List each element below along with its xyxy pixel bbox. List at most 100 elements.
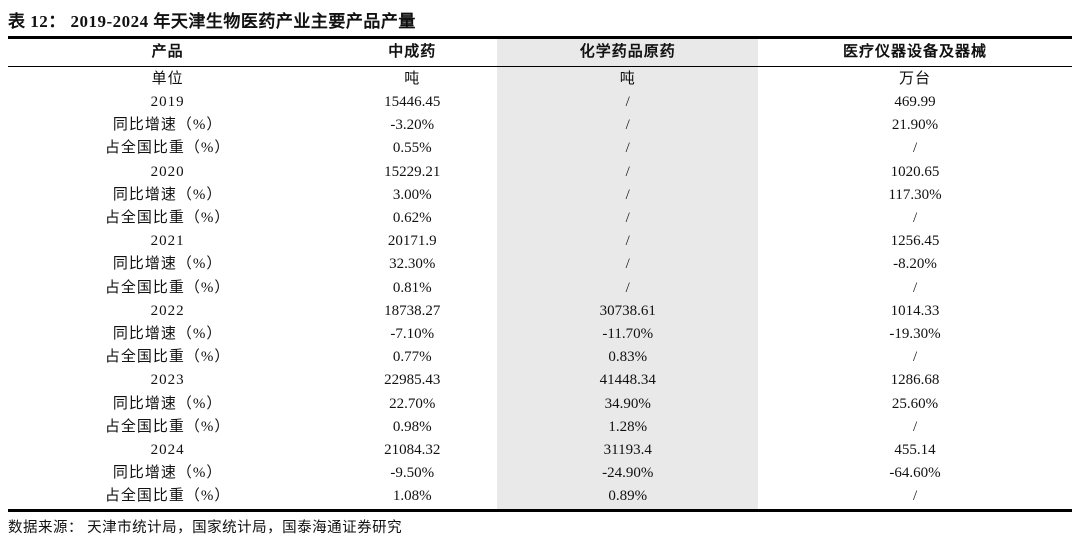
row-label: 2019 <box>150 94 185 110</box>
cell-value: -64.60% <box>889 465 941 482</box>
table-body: 2019 15446.45 / 469.99 同比增速（%） -3.20% / 21.90% 占… <box>8 91 1072 509</box>
row-label: 占全国比重（%） <box>104 140 231 157</box>
cell-value: 1020.65 <box>890 163 940 180</box>
cell-value: 21.90% <box>891 117 939 134</box>
cell-value: 455.14 <box>894 442 936 459</box>
unit-medical-devices: 万台 <box>899 71 932 87</box>
cell-value: 0.81% <box>392 279 432 296</box>
cell-value: 25.60% <box>891 395 939 412</box>
cell-value: / <box>497 230 759 254</box>
cell-value: -8.20% <box>893 256 937 273</box>
row-label: 2023 <box>150 372 185 389</box>
cell-value: 117.30% <box>888 186 942 203</box>
table-row: 2021 20171.9 / 1256.45 <box>8 230 1072 254</box>
table-row: 2023 22985.43 41448.34 1286.68 <box>8 369 1072 393</box>
cell-value: / <box>912 349 918 366</box>
cell-value: 22.70% <box>389 395 436 412</box>
table-row: 2019 15446.45 / 469.99 <box>8 91 1072 115</box>
cell-value: 22985.43 <box>384 372 441 389</box>
cell-value: 0.77% <box>392 349 432 366</box>
row-label: 同比增速（%） <box>112 395 223 412</box>
cell-value: / <box>912 210 918 227</box>
cell-value: 0.83% <box>497 346 759 370</box>
row-label: 同比增速（%） <box>112 117 223 134</box>
cell-value: / <box>497 183 759 208</box>
row-label: 占全国比重（%） <box>104 418 231 435</box>
table-title: 表 12： 2019-2024 年天津生物医药产业主要产品产量 <box>8 12 416 31</box>
column-header-chemical-api: 化学药品原药 <box>497 39 759 67</box>
table-row: 同比增速（%） -3.20% / 21.90% <box>8 114 1072 138</box>
cell-value: / <box>497 207 759 231</box>
table-header-row: 产品 中成药 化学药品原药 医疗仪器设备及器械 <box>8 39 1072 67</box>
cell-value: 1286.68 <box>890 372 940 389</box>
cell-value: 0.89% <box>497 485 759 509</box>
cell-value: 30738.61 <box>497 299 759 324</box>
row-label: 同比增速（%） <box>112 186 223 203</box>
cell-value: -9.50% <box>390 465 435 482</box>
row-label: 同比增速（%） <box>112 326 223 343</box>
table-row: 2024 21084.32 31193.4 455.14 <box>8 439 1072 463</box>
table-row: 占全国比重（%） 0.98% 1.28% / <box>8 415 1072 440</box>
cell-value: / <box>497 276 759 300</box>
cell-value: 469.99 <box>894 94 936 110</box>
unit-label: 单位 <box>151 71 184 87</box>
row-label: 同比增速（%） <box>112 465 223 482</box>
cell-value: -11.70% <box>497 323 759 347</box>
cell-value: / <box>912 488 918 505</box>
table-row: 2020 15229.21 / 1020.65 <box>8 160 1072 184</box>
cell-value: 1.28% <box>497 415 759 440</box>
table-row: 占全国比重（%） 1.08% 0.89% / <box>8 485 1072 509</box>
table-row: 同比增速（%） -9.50% -24.90% -64.60% <box>8 462 1072 486</box>
unit-tcm: 吨 <box>404 71 421 87</box>
cell-value: / <box>497 91 759 115</box>
cell-value: / <box>497 137 759 161</box>
cell-value: 15446.45 <box>384 94 441 110</box>
cell-value: -3.20% <box>390 117 435 134</box>
column-header-tcm: 中成药 <box>327 39 498 67</box>
cell-value: 20171.9 <box>387 233 437 250</box>
cell-value: / <box>912 279 918 296</box>
cell-value: 34.90% <box>497 392 759 416</box>
unit-row: 单位 吨 吨 万台 <box>8 66 1072 91</box>
cell-value: / <box>912 140 918 157</box>
column-header-product: 产品 <box>8 39 328 67</box>
cell-value: / <box>497 114 759 138</box>
cell-value: 31193.4 <box>497 439 759 463</box>
cell-value: 32.30% <box>389 256 436 273</box>
cell-value: 0.62% <box>392 210 432 227</box>
row-label: 2020 <box>150 163 185 180</box>
column-header-medical-devices: 医疗仪器设备及器械 <box>758 39 1072 67</box>
production-table: 产品 中成药 化学药品原药 医疗仪器设备及器械 单位 吨 吨 万台 2019 15… <box>8 39 1072 509</box>
top-divider <box>8 36 1072 39</box>
table-row: 占全国比重（%） 0.55% / / <box>8 137 1072 161</box>
table-row: 占全国比重（%） 0.81% / / <box>8 276 1072 300</box>
cell-value: 41448.34 <box>497 369 759 393</box>
cell-value: 15229.21 <box>384 163 441 180</box>
bottom-divider <box>8 508 1072 512</box>
cell-value: -7.10% <box>390 326 435 343</box>
cell-value: 0.55% <box>392 140 432 157</box>
row-label: 占全国比重（%） <box>104 210 231 227</box>
table-row: 占全国比重（%） 0.77% 0.83% / <box>8 346 1072 370</box>
cell-value: / <box>497 253 759 277</box>
table-row: 占全国比重（%） 0.62% / / <box>8 207 1072 231</box>
cell-value: 3.00% <box>392 186 432 203</box>
cell-value: / <box>912 418 918 435</box>
row-label: 同比增速（%） <box>112 256 223 273</box>
unit-chemical-api: 吨 <box>497 66 759 91</box>
row-label: 占全国比重（%） <box>104 279 231 296</box>
cell-value: 1014.33 <box>890 302 940 319</box>
table-row: 2022 18738.27 30738.61 1014.33 <box>8 299 1072 324</box>
row-label: 占全国比重（%） <box>104 349 231 366</box>
cell-value: 1256.45 <box>890 233 940 250</box>
cell-value: / <box>497 160 759 184</box>
table-row: 同比增速（%） 32.30% / -8.20% <box>8 253 1072 277</box>
table-row: 同比增速（%） 3.00% / 117.30% <box>8 183 1072 208</box>
cell-value: -24.90% <box>497 462 759 486</box>
row-label: 2024 <box>150 442 185 459</box>
cell-value: 18738.27 <box>384 302 441 319</box>
cell-value: 1.08% <box>392 488 432 505</box>
table-row: 同比增速（%） 22.70% 34.90% 25.60% <box>8 392 1072 416</box>
row-label: 占全国比重（%） <box>104 488 231 505</box>
cell-value: -19.30% <box>889 326 941 343</box>
